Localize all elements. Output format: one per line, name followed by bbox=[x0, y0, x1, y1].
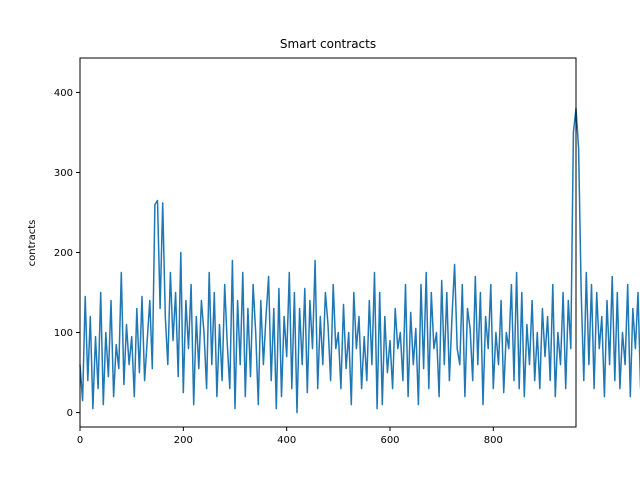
chart-title: Smart contracts bbox=[280, 37, 376, 51]
plot-area bbox=[79, 107, 640, 414]
y-tick-label: 100 bbox=[54, 328, 73, 339]
x-tick-label: 200 bbox=[174, 435, 193, 446]
y-axis: 0 100 200 300 400 bbox=[54, 88, 80, 419]
y-tick-label: 300 bbox=[54, 168, 73, 179]
x-tick-label: 0 bbox=[77, 435, 83, 446]
x-axis: 0 200 400 600 800 bbox=[77, 427, 503, 446]
y-tick-label: 400 bbox=[54, 88, 73, 99]
y-tick-label: 0 bbox=[67, 408, 73, 419]
y-tick-label: 200 bbox=[54, 248, 73, 259]
series-line bbox=[79, 107, 640, 414]
axes-frame bbox=[79, 57, 577, 428]
y-axis-label: contracts bbox=[27, 220, 38, 267]
x-tick-label: 400 bbox=[277, 435, 296, 446]
x-tick-label: 800 bbox=[484, 435, 503, 446]
x-tick-label: 600 bbox=[380, 435, 399, 446]
